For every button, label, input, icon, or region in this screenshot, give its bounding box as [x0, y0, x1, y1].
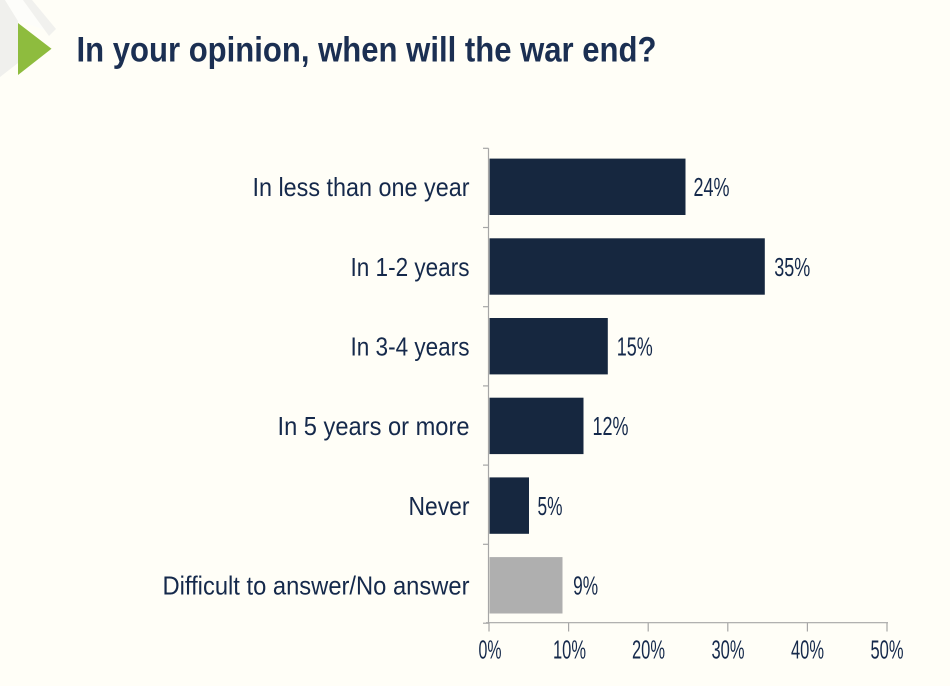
svg-text:20%: 20% — [632, 635, 665, 665]
svg-text:10%: 10% — [553, 635, 586, 665]
svg-text:15%: 15% — [617, 332, 653, 362]
svg-text:In 3-4 years: In 3-4 years — [351, 332, 470, 362]
svg-text:In 1-2 years: In 1-2 years — [351, 252, 470, 282]
svg-text:40%: 40% — [791, 635, 824, 665]
svg-text:Difficult to answer/No answer: Difficult to answer/No answer — [163, 571, 470, 601]
svg-text:50%: 50% — [871, 635, 904, 665]
svg-text:9%: 9% — [573, 571, 598, 601]
svg-text:30%: 30% — [712, 635, 745, 665]
svg-text:35%: 35% — [774, 252, 810, 282]
svg-text:12%: 12% — [593, 411, 629, 441]
svg-text:In 5 years or more: In 5 years or more — [278, 411, 470, 441]
svg-text:24%: 24% — [694, 172, 730, 202]
svg-text:In less than one year: In less than one year — [253, 172, 470, 202]
svg-text:In your opinion, when will the: In your opinion, when will the war end? — [77, 31, 657, 70]
svg-text:5%: 5% — [538, 491, 563, 521]
svg-text:0%: 0% — [479, 635, 502, 665]
svg-text:Never: Never — [409, 491, 470, 521]
